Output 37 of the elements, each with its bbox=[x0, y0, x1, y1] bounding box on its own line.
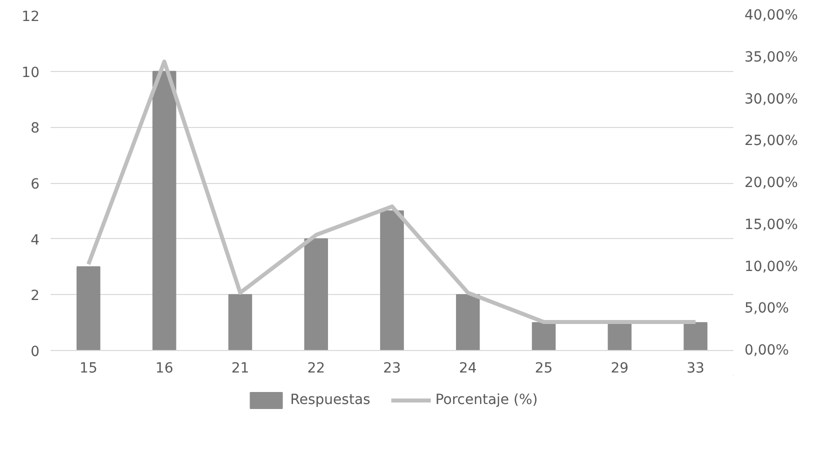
y-tick-label: 10 bbox=[22, 64, 40, 81]
x-tick-label: 22 bbox=[307, 360, 326, 376]
bar bbox=[608, 322, 632, 350]
bar bbox=[380, 210, 404, 350]
y2-tick-label: 30,00% bbox=[744, 91, 798, 108]
y-tick-label: 12 bbox=[22, 9, 40, 25]
bar bbox=[152, 70, 176, 350]
x-tick-label: 16 bbox=[155, 360, 174, 376]
x-tick-label: 33 bbox=[686, 360, 704, 376]
y2-tick-label: 15,00% bbox=[744, 216, 798, 233]
x-tick-label: 21 bbox=[231, 360, 250, 376]
x-tick-label: 25 bbox=[534, 360, 553, 376]
bar bbox=[532, 322, 556, 350]
y2-tick-label: 10,00% bbox=[744, 258, 798, 275]
line-series bbox=[86, 60, 698, 324]
bar bbox=[76, 266, 100, 350]
x-tick-label: 24 bbox=[458, 360, 477, 376]
y2-tick-label: 35,00% bbox=[744, 49, 798, 66]
y-tick-label: 4 bbox=[30, 232, 40, 248]
x-tick-label: 23 bbox=[383, 360, 401, 376]
y-tick-label: 2 bbox=[30, 288, 40, 304]
y2-tick-label: 25,00% bbox=[744, 133, 798, 150]
y-tick-label: 6 bbox=[30, 176, 40, 192]
bar bbox=[456, 294, 480, 350]
legend-label: Respuestas bbox=[290, 392, 370, 408]
y-tick-label: 8 bbox=[30, 120, 40, 137]
x-tick-label: 29 bbox=[610, 360, 629, 376]
x-tick-label: 15 bbox=[80, 360, 98, 376]
legend-label: Porcentaje (%) bbox=[435, 392, 538, 408]
bar bbox=[228, 294, 252, 350]
bar bbox=[684, 322, 708, 350]
y2-tick-label: 40,00% bbox=[744, 8, 798, 24]
y2-tick-label: 5,00% bbox=[744, 300, 789, 317]
y2-tick-label: 20,00% bbox=[744, 175, 798, 191]
y-tick-label: 0 bbox=[30, 344, 40, 360]
y2-tick-label: 0,00% bbox=[744, 342, 789, 358]
bar bbox=[304, 238, 328, 350]
